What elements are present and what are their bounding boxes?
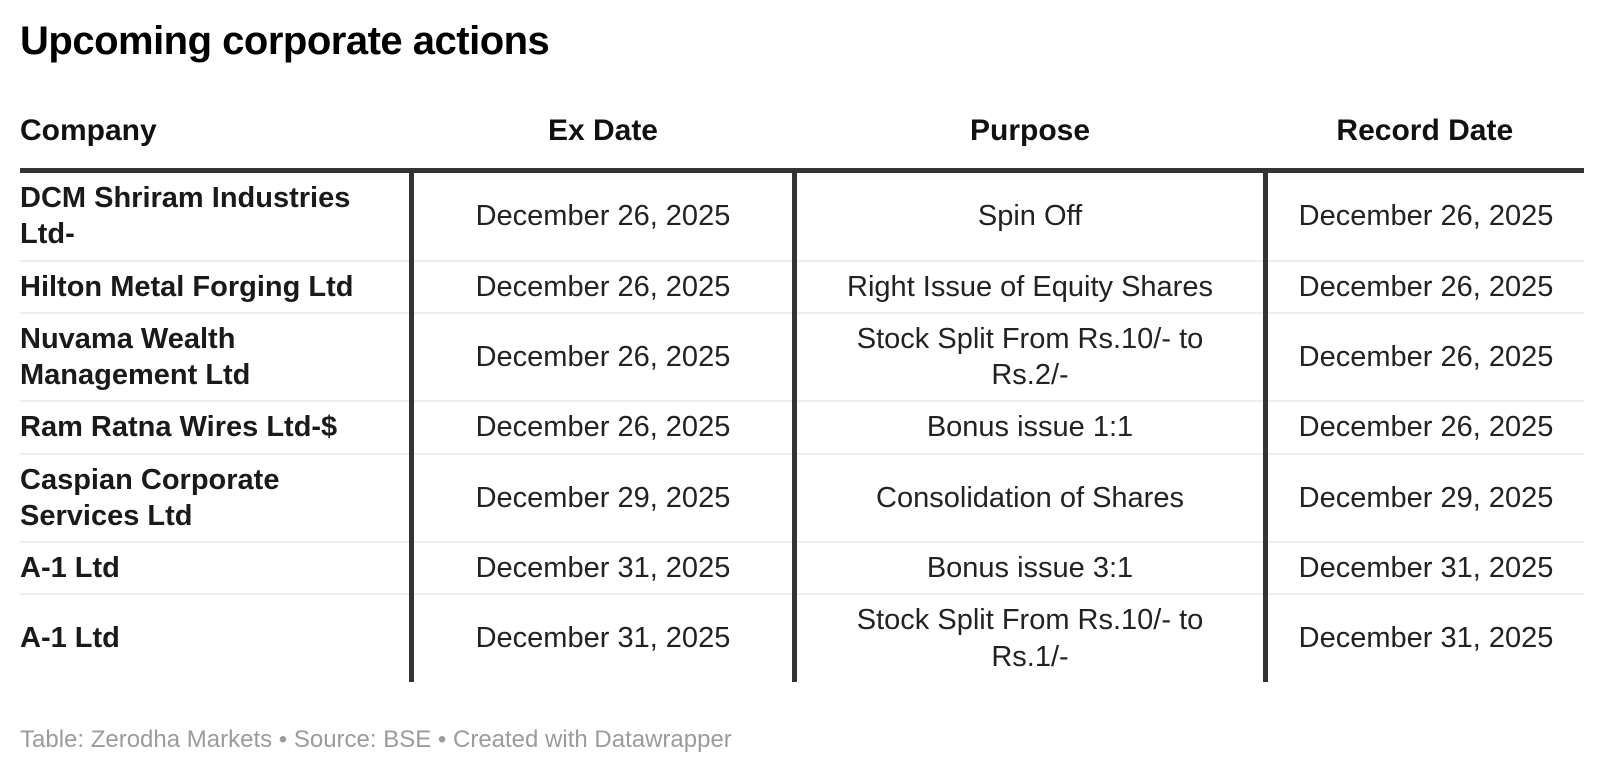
table-row: Nuvama Wealth Management Ltd December 26,… [20, 311, 1584, 402]
cell-company: Caspian Corporate Services Ltd [20, 452, 414, 542]
column-header-purpose: Purpose [794, 114, 1266, 173]
column-header-company: Company [20, 114, 412, 173]
cell-record-date: December 26, 2025 [1265, 400, 1584, 454]
cell-company: A-1 Ltd [20, 540, 414, 595]
cell-purpose: Stock Split From Rs.10/- to Rs.1/- [794, 593, 1269, 682]
cell-record-date: December 26, 2025 [1265, 259, 1584, 313]
table-row: A-1 Ltd December 31, 2025 Stock Split From… [20, 593, 1584, 682]
cell-ex-date: December 29, 2025 [411, 452, 797, 542]
cell-record-date: December 29, 2025 [1265, 452, 1584, 542]
table-footer-attribution: Table: Zerodha Markets • Source: BSE • C… [20, 725, 732, 753]
cell-company: A-1 Ltd [20, 593, 414, 682]
cell-purpose: Stock Split From Rs.10/- to Rs.2/- [794, 311, 1269, 402]
cell-ex-date: December 26, 2025 [411, 170, 797, 261]
corporate-actions-table: Company Ex Date Purpose Record Date DCM … [20, 114, 1584, 682]
cell-record-date: December 31, 2025 [1265, 593, 1584, 682]
cell-record-date: December 26, 2025 [1265, 311, 1584, 402]
cell-ex-date: December 31, 2025 [411, 540, 797, 595]
column-header-ex-date: Ex Date [411, 114, 795, 173]
column-header-record-date: Record Date [1265, 114, 1584, 173]
cell-ex-date: December 31, 2025 [411, 593, 797, 682]
cell-purpose: Right Issue of Equity Shares [794, 259, 1269, 313]
cell-purpose: Consolidation of Shares [794, 452, 1269, 542]
cell-company: Ram Ratna Wires Ltd-$ [20, 400, 414, 454]
cell-ex-date: December 26, 2025 [411, 311, 797, 402]
table-row: Ram Ratna Wires Ltd-$ December 26, 2025 Bo… [20, 400, 1584, 454]
table-row: Hilton Metal Forging Ltd December 26, 202… [20, 259, 1584, 313]
cell-ex-date: December 26, 2025 [411, 259, 797, 313]
cell-purpose: Spin Off [794, 170, 1269, 261]
table-row: A-1 Ltd December 31, 2025 Bonus issue 3:1 D… [20, 540, 1584, 595]
chart-title: Upcoming corporate actions [20, 19, 550, 63]
table-row: Caspian Corporate Services Ltd December 2… [20, 452, 1584, 542]
table-header: Company Ex Date Purpose Record Date [20, 114, 1584, 173]
cell-record-date: December 26, 2025 [1298, 200, 1554, 233]
cell-purpose: Bonus issue 3:1 [794, 540, 1269, 595]
cell-company: DCM Shriram Industries Ltd- [20, 170, 414, 261]
cell-ex-date: December 26, 2025 [411, 400, 797, 454]
cell-company: Nuvama Wealth Management Ltd [20, 311, 414, 402]
cell-company: Hilton Metal Forging Ltd [20, 259, 414, 313]
table-row: DCM Shriram Industries Ltd- December 26, … [20, 170, 1584, 261]
header-row: Company Ex Date Purpose Record Date [20, 114, 1584, 173]
cell-purpose: Bonus issue 1:1 [794, 400, 1269, 454]
table-body: DCM Shriram Industries Ltd- December 26, … [20, 170, 1584, 682]
cell-record-date: December 31, 2025 [1265, 540, 1584, 595]
